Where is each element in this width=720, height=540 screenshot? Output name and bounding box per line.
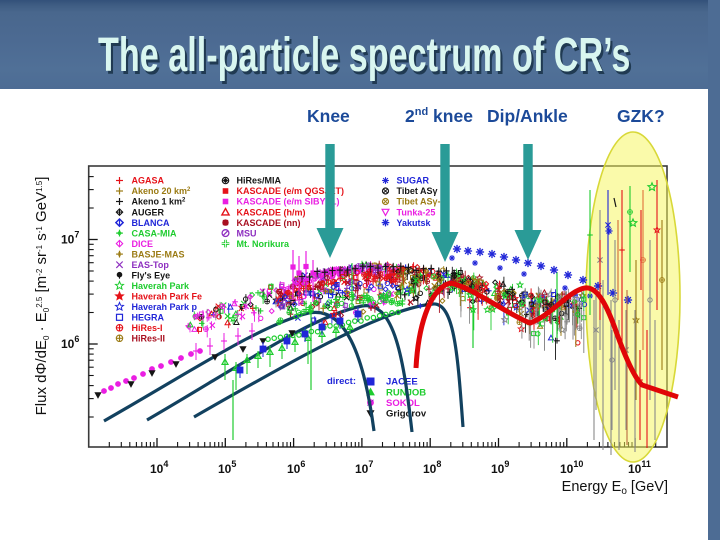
svg-text:BLANCA: BLANCA xyxy=(132,218,170,228)
svg-text:Tibet ASγ: Tibet ASγ xyxy=(397,186,438,196)
svg-text:BASJE-MAS: BASJE-MAS xyxy=(132,249,185,259)
svg-text:SOKOL: SOKOL xyxy=(386,398,420,409)
svg-text:Haverah Park p: Haverah Park p xyxy=(132,302,198,312)
svg-text:1010: 1010 xyxy=(560,459,583,476)
svg-text:HEGRA: HEGRA xyxy=(132,313,165,323)
svg-text:108: 108 xyxy=(423,459,441,476)
svg-text:Haverah Park: Haverah Park xyxy=(132,281,191,291)
svg-text:HiRes-I: HiRes-I xyxy=(132,323,163,333)
svg-text:Fly's Eye: Fly's Eye xyxy=(132,270,171,280)
svg-text:EAS-Top: EAS-Top xyxy=(132,260,170,270)
svg-text:Energy Eo [GeV]: Energy Eo [GeV] xyxy=(562,479,668,497)
svg-text:KASCADE (e/m SIBYLL): KASCADE (e/m SIBYLL) xyxy=(237,197,340,207)
svg-text:direct:: direct: xyxy=(327,376,356,387)
svg-text:Akeno 20 km2: Akeno 20 km2 xyxy=(132,186,192,196)
svg-text:SUGAR: SUGAR xyxy=(397,176,430,186)
svg-text:AGASA: AGASA xyxy=(132,176,165,186)
svg-text:Flux dΦ/dE0 · E02.5 [m-2 sr-1: Flux dΦ/dE0 · E02.5 [m-2 sr-1 s-1 GeV1.5… xyxy=(33,177,51,416)
svg-text:Akeno 1 km2: Akeno 1 km2 xyxy=(132,197,187,207)
svg-text:109: 109 xyxy=(491,459,509,476)
svg-text:107: 107 xyxy=(355,459,373,476)
svg-text:Tibet ASγ-III: Tibet ASγ-III xyxy=(397,197,449,207)
svg-text:Tunka-25: Tunka-25 xyxy=(397,207,436,217)
svg-text:105: 105 xyxy=(218,459,236,476)
svg-text:Mt. Norikura: Mt. Norikura xyxy=(237,239,291,249)
svg-text:Haverah Park Fe: Haverah Park Fe xyxy=(132,291,203,301)
svg-text:104: 104 xyxy=(150,459,168,476)
svg-text:KASCADE (e/m QGSJET): KASCADE (e/m QGSJET) xyxy=(237,186,345,196)
svg-text:106: 106 xyxy=(61,334,79,351)
svg-text:KASCADE (h/m): KASCADE (h/m) xyxy=(237,207,306,217)
svg-text:Grigorov: Grigorov xyxy=(386,409,427,420)
svg-text:MSU: MSU xyxy=(237,228,257,238)
svg-text:HiRes-II: HiRes-II xyxy=(132,334,166,344)
svg-text:DICE: DICE xyxy=(132,239,154,249)
svg-text:HiRes/MIA: HiRes/MIA xyxy=(237,176,282,186)
svg-text:CASA-MIA: CASA-MIA xyxy=(132,228,177,238)
svg-text:Yakutsk: Yakutsk xyxy=(397,218,432,228)
svg-text:JACEE: JACEE xyxy=(386,377,418,388)
svg-text:106: 106 xyxy=(287,459,305,476)
svg-text:KASCADE (nn): KASCADE (nn) xyxy=(237,218,301,228)
svg-text:107: 107 xyxy=(61,230,79,247)
svg-text:AUGER: AUGER xyxy=(132,207,165,217)
